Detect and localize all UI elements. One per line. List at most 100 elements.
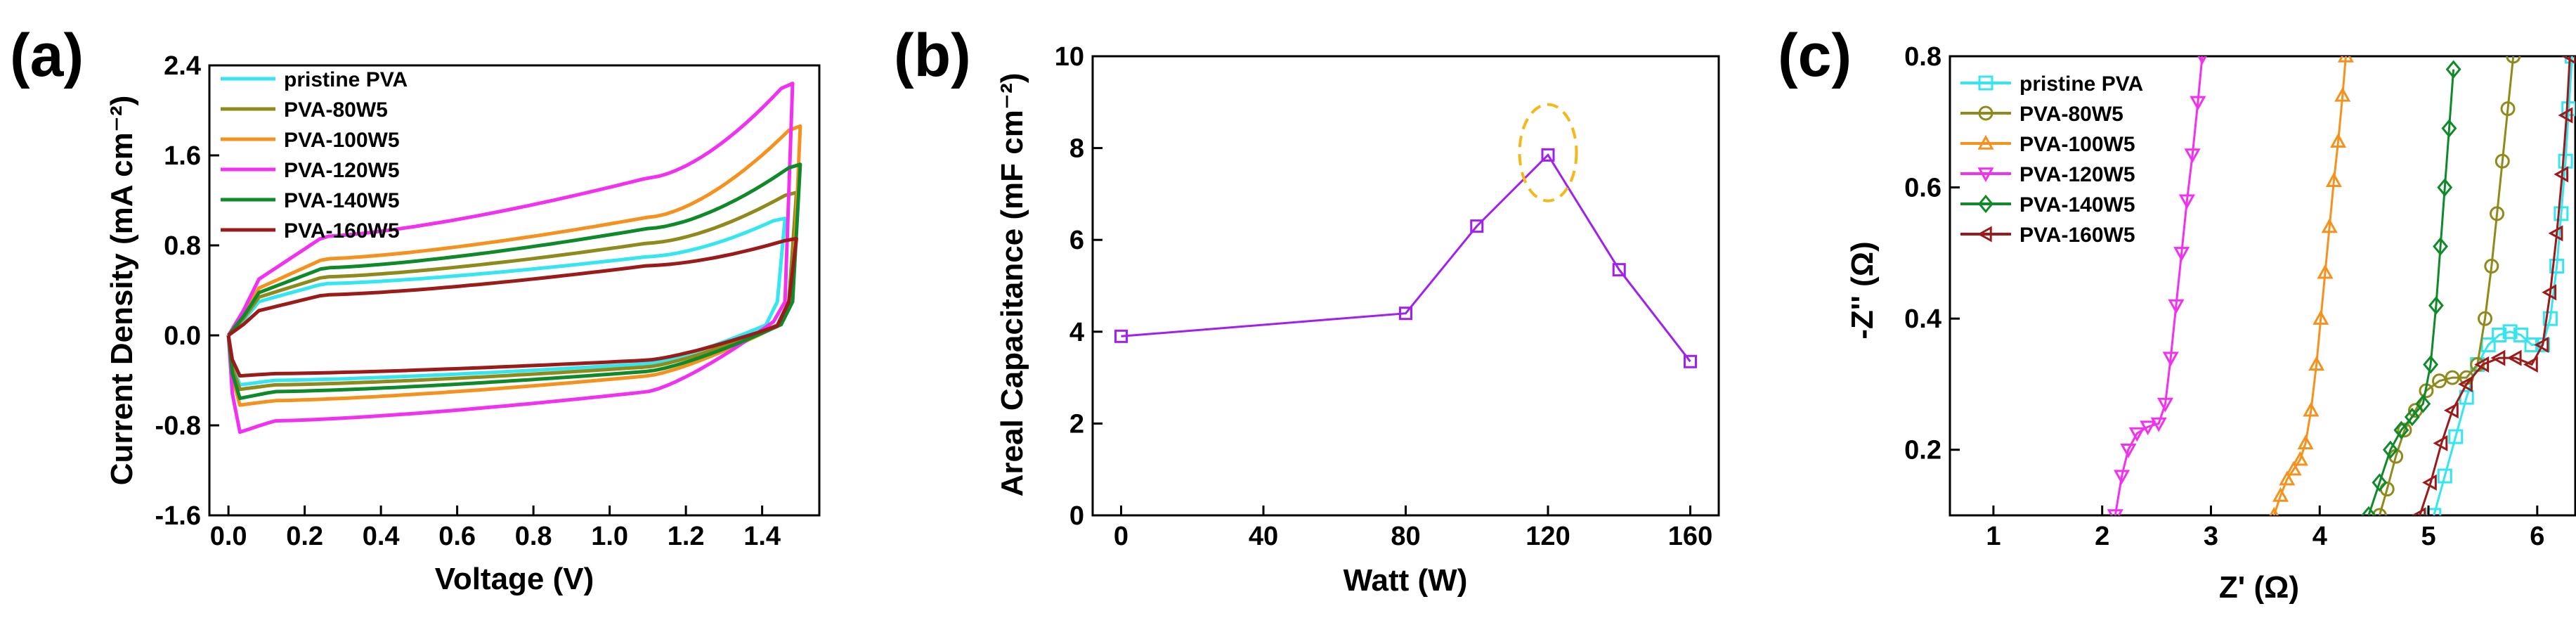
legend-a: pristine PVA PVA-80W5 PVA-100W5 PVA-120W5 PV… [221,68,408,243]
nyquist-point-pva-80w5 [2500,101,2516,117]
a-x-tick-label: 0.8 [515,522,552,551]
nyquist-point-pva-100w5 [2308,356,2325,371]
nyquist-line-pva-160w5 [2419,56,2571,515]
nyquist-point-pristine-pva [2542,311,2558,326]
series-layer-a [226,82,802,434]
y-axis-title-b: Areal Capacitance (mF cm⁻²) [995,73,1029,497]
nyquist-point-pva-100w5 [2303,401,2320,417]
legend-marker-c [1977,226,1992,243]
nyquist-point-pva-120w5 [2162,352,2179,367]
nyquist-point-pva-100w5 [2321,218,2338,233]
nyquist-point-pva-120w5 [2107,509,2123,515]
nyquist-point-pva-80w5 [2397,423,2412,438]
legend-label-a: PVA-100W5 [284,129,400,152]
nyquist-point-pva-160w5 [2506,349,2522,366]
b-x-tick-label: 120 [1526,522,1570,551]
b-x-tick-label: 0 [1114,522,1128,551]
nyquist-point-pristine-pva [2492,327,2507,342]
a-x-tick-label: 1.2 [668,522,705,551]
y-axis-title-a: Current Density (mA cm⁻²) [105,96,139,486]
b-x-tick-label: 80 [1391,522,1420,551]
nyquist-point-pva-140w5 [2415,394,2431,413]
c-y-tick-label: 0.6 [1904,174,1941,203]
legend-label-a: PVA-120W5 [284,159,400,182]
nyquist-point-pristine-pva [2558,153,2573,169]
c-x-tick-label: 5 [2421,522,2435,551]
ticks-b: 0 40 80 120 160 0 2 4 6 8 10 [1055,42,1712,551]
capacitance-point [1470,219,1484,233]
nyquist-point-pva-160w5 [2433,434,2448,451]
cv-curve-pva-160w5 [226,236,798,378]
nyquist-point-pva-160w5 [2523,356,2538,373]
a-y-tick-label: -1.6 [155,501,201,531]
nyquist-point-pva-140w5 [2382,440,2398,459]
highlight-circle [1518,103,1578,202]
legend-label-c: PVA-140W5 [2019,193,2135,217]
nyquist-point-pva-120w5 [2114,470,2131,485]
nyquist-point-pva-100w5 [2291,451,2308,466]
panel-label-a: (a) [10,22,84,89]
cv-curve-pva-140w5 [226,162,802,401]
c-y-tick-label: 0.8 [1904,42,1941,72]
nyquist-point-pristine-pva [2480,337,2496,352]
nyquist-point-pva-120w5 [2197,56,2207,65]
a-x-tick-label: 1.0 [591,522,628,551]
a-y-tick-label: 1.6 [164,141,201,171]
capacitance-point [1399,307,1412,321]
legend-marker-c [1978,194,1993,214]
nyquist-point-pva-160w5 [2558,107,2573,124]
b-y-tick-label: 4 [1069,318,1084,347]
a-y-tick-label: 0.8 [164,231,201,261]
nyquist-series-group [2107,56,2575,515]
ticks-a: 0.0 0.2 0.4 0.6 0.8 1.0 1.2 1.4 -1.6 -0.8 0.0 0.8 1.… [155,51,781,551]
nyquist-point-pva-160w5 [2490,349,2506,366]
cv-curve-pristine-pva [226,217,787,387]
nyquist-point-pva-160w5 [2474,356,2490,373]
legend-label-a: PVA-140W5 [284,189,400,212]
plot-frame-b [1091,55,1720,517]
nyquist-point-pva-160w5 [2422,474,2437,491]
series-layer-c [2107,56,2575,515]
nyquist-point-pva-80w5 [2494,153,2510,169]
legend-label-a: pristine PVA [284,68,408,91]
nyquist-point-pristine-pva [2437,468,2452,484]
nyquist-point-pva-140w5 [2360,506,2376,515]
chart-panel-c: (c) 1 2 3 4 5 6 0.2 0.4 0.6 0.8 pristine PVA PVA-8… [1778,22,2576,605]
legend-c: pristine PVA PVA-80W5 PVA-100W5 PVA-120W5 PV… [1960,72,2143,247]
a-x-tick-label: 0.0 [210,522,247,551]
ticks-c: 1 2 3 4 5 6 0.2 0.4 0.6 0.8 [1904,42,2544,551]
nyquist-point-pva-160w5 [2548,225,2563,242]
nyquist-point-pva-80w5 [2445,370,2460,385]
a-y-tick-label: 2.4 [164,51,201,81]
y-axis-title-c: -Z'' (Ω) [1845,241,1880,339]
c-x-tick-label: 6 [2530,522,2544,551]
nyquist-point-pva-120w5 [2128,427,2145,442]
series-layer-b [1114,103,1697,368]
legend-label-c: PVA-160W5 [2019,224,2135,247]
c-x-tick-label: 4 [2312,522,2327,551]
b-y-tick-label: 8 [1069,134,1084,164]
nyquist-point-pva-100w5 [2317,264,2334,279]
nyquist-point-pva-160w5 [2444,402,2459,419]
nyquist-point-pva-120w5 [2173,247,2190,262]
c-x-tick-label: 1 [1986,522,2001,551]
nyquist-point-pristine-pva [2513,327,2529,342]
a-y-tick-label: -0.8 [155,411,201,441]
nyquist-point-pva-120w5 [2190,96,2206,111]
capacitance-point [1114,329,1128,343]
b-y-tick-label: 0 [1069,501,1084,531]
x-axis-title-b: Watt (W) [1344,563,1468,598]
nyquist-point-pva-140w5 [2423,355,2439,374]
nyquist-point-pva-80w5 [2372,508,2387,515]
b-y-tick-label: 6 [1069,226,1084,255]
nyquist-point-pva-100w5 [2279,470,2296,486]
c-y-tick-label: 0.4 [1904,304,1941,334]
capacitance-point [1612,263,1626,277]
legend-label-c: pristine PVA [2019,72,2143,96]
nyquist-point-pva-80w5 [2506,56,2521,64]
c-y-tick-label: 0.2 [1904,436,1941,465]
nyquist-point-pva-100w5 [2325,172,2342,187]
c-x-tick-label: 3 [2204,522,2218,551]
nyquist-point-pva-120w5 [2157,397,2174,413]
